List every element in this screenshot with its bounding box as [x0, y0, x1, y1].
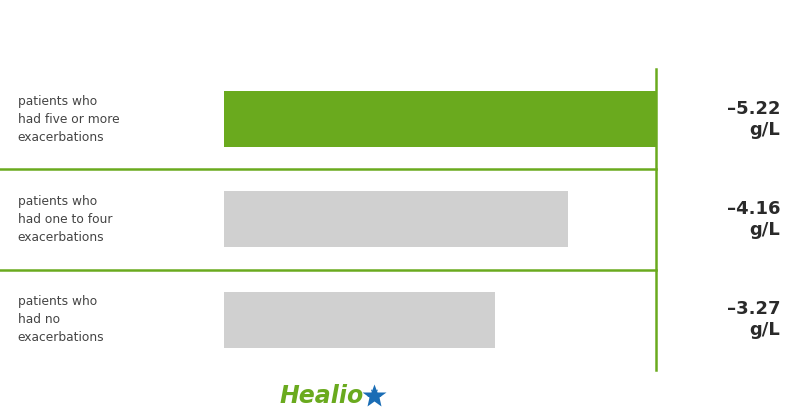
Text: Change in mean adjusted lung density in former smokers with COPD:: Change in mean adjusted lung density in …: [20, 25, 753, 44]
Text: patients who
had no
exacerbations: patients who had no exacerbations: [18, 295, 104, 344]
Text: Healio: Healio: [280, 384, 364, 408]
Text: patients who
had five or more
exacerbations: patients who had five or more exacerbati…: [18, 95, 119, 144]
Text: –4.16
g/L: –4.16 g/L: [726, 200, 780, 239]
Bar: [224, 192, 568, 247]
Text: –3.27
g/L: –3.27 g/L: [726, 300, 780, 339]
Text: patients who
had one to four
exacerbations: patients who had one to four exacerbatio…: [18, 195, 112, 244]
Bar: [224, 291, 494, 348]
Bar: [224, 91, 656, 147]
Text: –5.22
g/L: –5.22 g/L: [726, 100, 780, 139]
